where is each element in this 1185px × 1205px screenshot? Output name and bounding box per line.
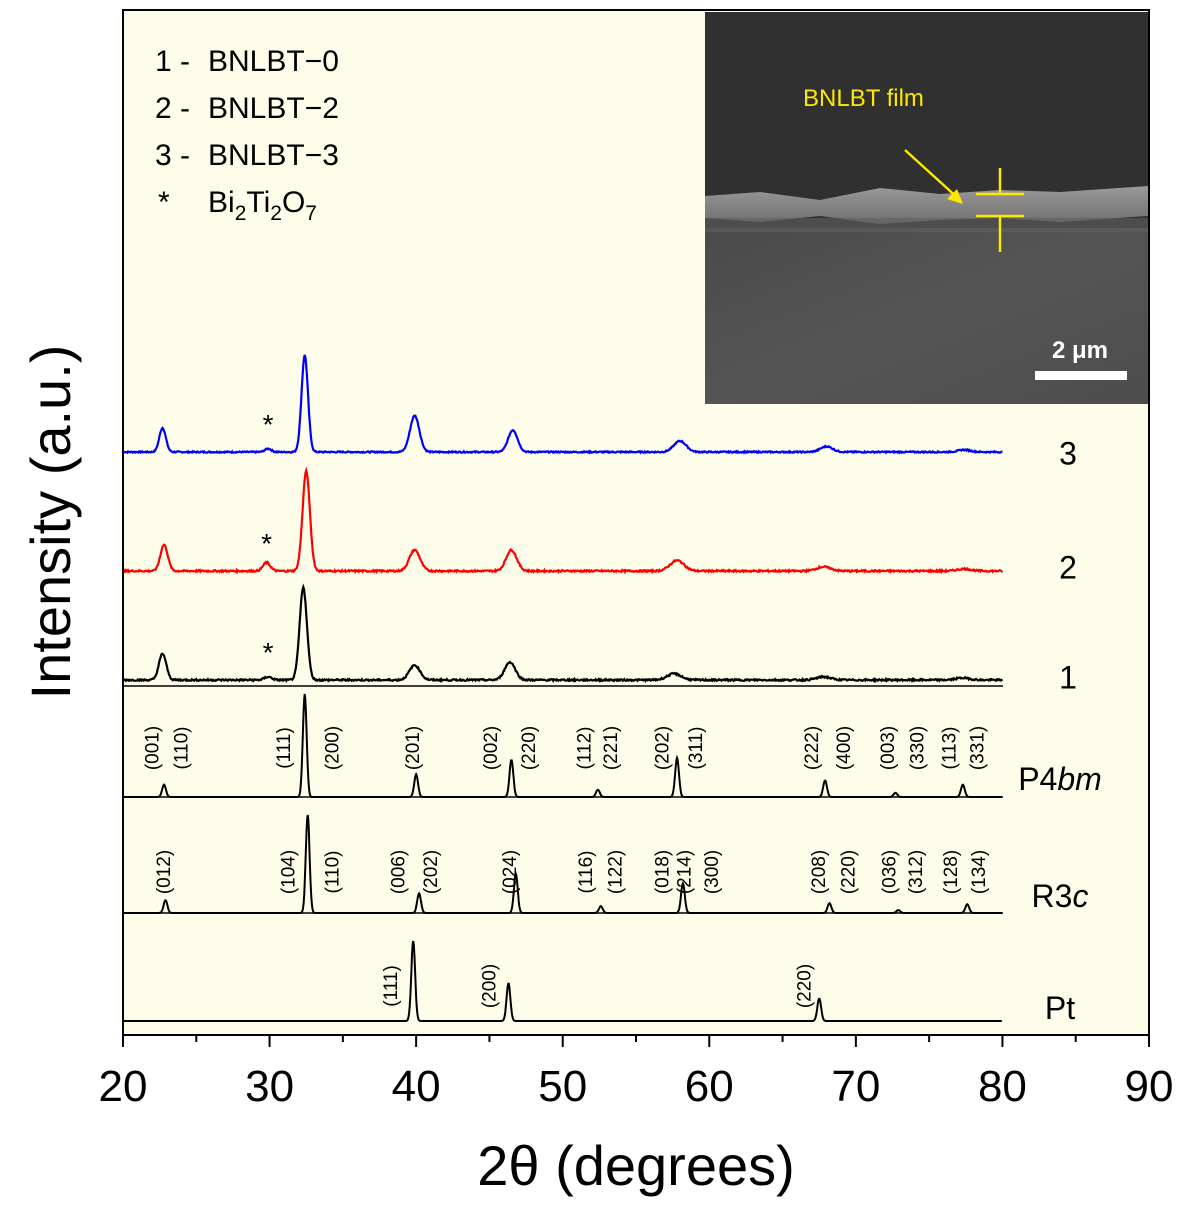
ref-pattern-Pt [123,940,1002,1022]
hkl-label: (110) [172,727,193,770]
hkl-label: (400) [834,726,855,770]
x-tick-label: 80 [978,1062,1027,1111]
hkl-label: (220) [795,964,816,1008]
sem-inset: BNLBT film 2 μm [705,12,1148,404]
hkl-label: (220) [839,850,860,894]
hkl-label: (201) [403,726,424,770]
hkl-label: (036) [880,850,901,894]
hkl-label: (222) [802,726,823,770]
hkl-label: (311) [686,727,707,770]
hkl-label: (104) [279,850,300,894]
x-tick-label: 60 [685,1062,734,1111]
hkl-label: (112) [575,727,596,770]
legend: 1 - BNLBT−0 2 - BNLBT−2 3 - BNLBT−3 * Bi… [155,45,339,225]
hkl-label: (330) [907,726,928,770]
inset-annotation: BNLBT film [803,85,924,112]
x-tick-label: 40 [392,1062,441,1111]
hkl-label: (006) [389,850,410,894]
hkl-label: (134) [969,850,990,894]
hkl-label: (221) [601,726,622,770]
sem-film-layer [705,186,1148,224]
legend-key-2: 2 - [155,92,190,125]
legend-entry-4: Bi2Ti2O7 [208,186,317,225]
legend-key-1: 1 - [155,45,190,78]
hkl-label: (116) [576,851,597,894]
x-tick-label: 20 [99,1062,148,1111]
hkl-label: (300) [702,850,723,894]
hkl-label: (024) [500,850,521,894]
hkl-label: (110) [323,851,344,894]
hkl-label: (331) [968,726,989,770]
legend-entry-1: BNLBT−0 [208,45,339,78]
impurity-marker: * [263,409,274,440]
hkl-label: (002) [481,726,502,770]
x-tick-label: 50 [538,1062,587,1111]
hkl-label: (208) [809,850,830,894]
hkl-label: (122) [606,850,627,894]
hkl-label: (214) [674,850,695,894]
annotation-arrow [904,149,961,201]
hkl-label: (012) [154,850,175,894]
series-label-1: 1 [1059,659,1077,695]
scale-bar [1035,371,1127,380]
hkl-label: (202) [652,726,673,770]
hkl-label: (312) [906,850,927,894]
hkl-label: (018) [652,850,673,894]
series-label-3: 3 [1059,435,1077,471]
hkl-label: (200) [323,726,344,770]
sem-interface [705,218,1148,232]
series-label-2: 2 [1059,549,1077,585]
impurity-marker: * [261,528,272,559]
hkl-label: (111) [274,727,295,769]
x-tick-label: 30 [245,1062,294,1111]
annotation-arrowhead [947,189,963,204]
ref-name-P4: P4bm [1018,761,1102,797]
y-axis-label: Intensity (a.u.) [19,345,82,700]
x-tick-label: 70 [831,1062,880,1111]
scale-bar-label: 2 μm [1052,337,1108,364]
hkl-label: (128) [941,850,962,894]
hkl-label: (003) [878,726,899,770]
hkl-label: (220) [519,726,540,770]
hkl-label: (113) [940,727,961,770]
legend-key-4: * [158,186,170,219]
traces-layer: 3 * 2 * 1 * (001) (110) (111) (200) (201) (002) (220… [122,354,1102,1026]
plot-frame [122,9,1150,1036]
hkl-label: (202) [421,850,442,894]
hkl-label: (111) [381,965,402,1007]
series-line-2 [122,466,1004,575]
series-line-1 [122,583,1004,684]
ref-name-R3: R3c [1032,878,1089,914]
hkl-label: (200) [479,964,500,1008]
legend-entry-2: BNLBT−2 [208,92,339,125]
x-tick-label: 90 [1125,1062,1174,1111]
series-line-3 [122,354,1003,455]
hkl-label: (001) [142,726,163,770]
legend-key-3: 3 - [155,139,190,172]
legend-entry-3: BNLBT−3 [208,139,339,172]
impurity-marker: * [263,637,274,668]
ticks-layer: 20 30 40 50 60 70 80 90 [99,1035,1174,1111]
x-axis-label: 2θ (degrees) [477,1134,795,1197]
ref-name-Pt: Pt [1045,990,1075,1026]
